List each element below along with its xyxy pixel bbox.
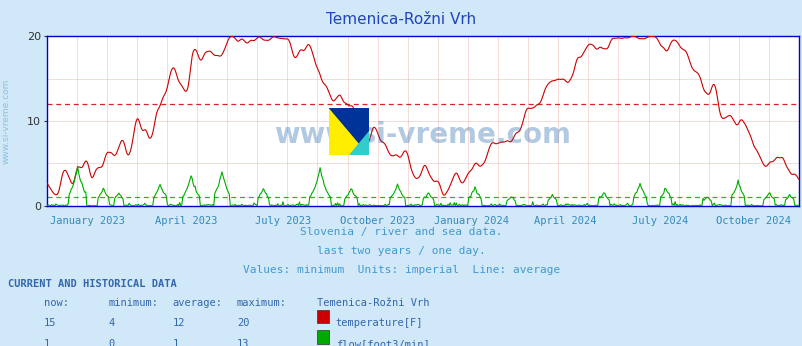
Text: 4: 4 [108, 318, 115, 328]
Text: 1: 1 [44, 339, 51, 346]
Text: 15: 15 [44, 318, 57, 328]
Text: temperature[F]: temperature[F] [335, 318, 423, 328]
Polygon shape [349, 131, 369, 155]
Text: October 2024: October 2024 [715, 216, 790, 226]
Text: Values: minimum  Units: imperial  Line: average: Values: minimum Units: imperial Line: av… [242, 265, 560, 275]
Text: 12: 12 [172, 318, 185, 328]
Text: April 2024: April 2024 [534, 216, 596, 226]
Polygon shape [329, 108, 369, 155]
Text: 1: 1 [172, 339, 179, 346]
Text: July 2024: July 2024 [631, 216, 687, 226]
Text: last two years / one day.: last two years / one day. [317, 246, 485, 256]
Text: 20: 20 [237, 318, 249, 328]
Text: 13: 13 [237, 339, 249, 346]
Text: July 2023: July 2023 [255, 216, 311, 226]
Text: flow[foot3/min]: flow[foot3/min] [335, 339, 429, 346]
Text: Temenica-Rožni Vrh: Temenica-Rožni Vrh [326, 12, 476, 27]
Text: Temenica-Rožni Vrh: Temenica-Rožni Vrh [317, 298, 429, 308]
Text: now:: now: [44, 298, 69, 308]
Text: average:: average: [172, 298, 222, 308]
Text: maximum:: maximum: [237, 298, 286, 308]
Polygon shape [329, 108, 369, 155]
Text: CURRENT AND HISTORICAL DATA: CURRENT AND HISTORICAL DATA [8, 279, 176, 289]
Text: www.si-vreme.com: www.si-vreme.com [2, 79, 11, 164]
Text: April 2023: April 2023 [154, 216, 217, 226]
Text: January 2023: January 2023 [51, 216, 125, 226]
Text: January 2024: January 2024 [434, 216, 508, 226]
Text: www.si-vreme.com: www.si-vreme.com [274, 121, 570, 149]
Text: minimum:: minimum: [108, 298, 158, 308]
Text: Slovenia / river and sea data.: Slovenia / river and sea data. [300, 227, 502, 237]
Text: October 2023: October 2023 [340, 216, 415, 226]
Text: 0: 0 [108, 339, 115, 346]
